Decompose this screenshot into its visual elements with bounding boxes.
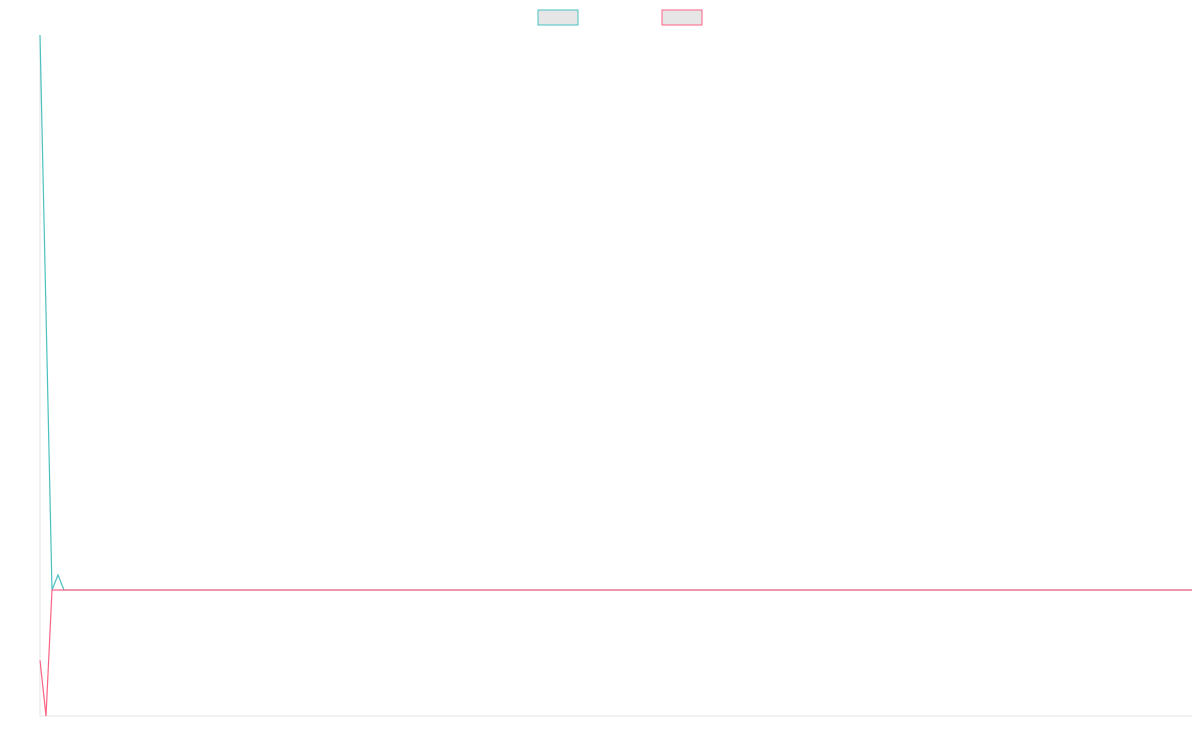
legend-swatch (661, 9, 703, 26)
legend-swatch (537, 9, 579, 26)
series-line (39, 589, 1192, 717)
series-line (39, 34, 1192, 591)
